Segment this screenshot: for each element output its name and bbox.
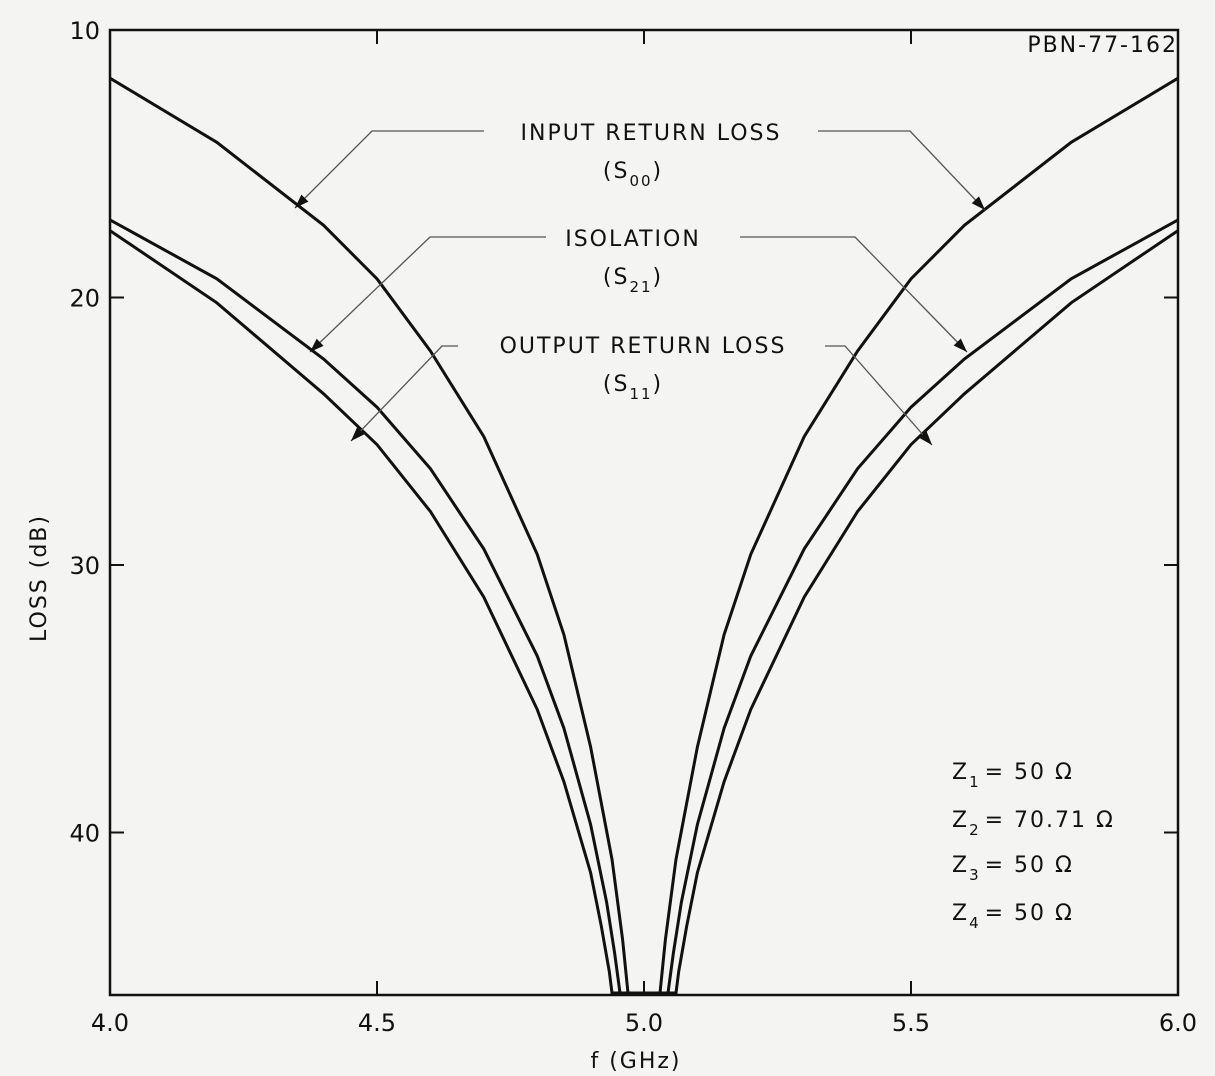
x-tick-label: 4.0 [91, 1009, 129, 1037]
y-axis-label: LOSS (dB) [27, 514, 52, 642]
leader-input-right-arrowhead [971, 196, 985, 210]
annotation-z2: Z2 = 70.71 Ω [952, 808, 1115, 839]
y-tick-label: 10 [69, 17, 100, 45]
s00-open: (S [603, 159, 630, 184]
x-axis-label: f (GHz) [590, 1049, 681, 1074]
series-subscript-label-output: (S11) [603, 372, 663, 403]
leader-input-right [818, 130, 986, 211]
leader-isolation-left [309, 236, 546, 353]
series-curves [109, 76, 1179, 995]
leader-input-left-arrowhead [295, 194, 309, 208]
leader-output-right [825, 345, 933, 446]
impedance-annotations: Z1 = 50 Ω Z2 = 70.71 Ω Z3 = 50 Ω Z4 = 50 Ω [952, 760, 1115, 932]
series-name-output-return-loss: OUTPUT RETURN LOSS [500, 334, 787, 359]
y-tick-label: 30 [69, 552, 100, 580]
leader-isolation-left-arrowhead [310, 338, 324, 352]
s00-sub: 00 [629, 172, 652, 190]
series-name-input-return-loss: INPUT RETURN LOSS [521, 121, 782, 146]
x-tick-label: 5.0 [625, 1009, 663, 1037]
series-label-isolation: ISOLATION (S21) [565, 227, 701, 296]
x-tick-label: 4.5 [358, 1009, 396, 1037]
annotation-z1: Z1 = 50 Ω [952, 760, 1074, 791]
series-name-isolation: ISOLATION [565, 227, 701, 252]
annotation-z3: Z3 = 50 Ω [952, 853, 1074, 884]
y-tick-label: 20 [69, 285, 100, 313]
series-label-input-return-loss: INPUT RETURN LOSS (S00) [521, 121, 782, 190]
annotation-z4: Z4 = 50 Ω [952, 901, 1074, 932]
s00-close: ) [653, 159, 664, 184]
axis-ticks: 4.0 4.5 5.0 5.5 6.0 10 20 30 40 [69, 17, 1197, 1037]
leader-isolation-right-arrowhead [953, 338, 967, 352]
series-subscript-label-isolation: (S21) [603, 265, 663, 296]
leader-output-right-arrowhead [919, 431, 932, 445]
document-id: PBN-77-162 [1027, 33, 1178, 58]
x-tick-label: 6.0 [1159, 1009, 1197, 1037]
y-tick-label: 40 [69, 820, 100, 848]
x-tick-label: 5.5 [892, 1009, 930, 1037]
leader-output-left-arrowhead [351, 427, 365, 441]
series-leader-lines [294, 130, 986, 446]
series-subscript-label-input: (S00) [603, 159, 663, 190]
series-label-output-return-loss: OUTPUT RETURN LOSS (S11) [500, 334, 787, 403]
leader-isolation-right [740, 236, 968, 353]
leader-output-left [350, 345, 458, 442]
leader-input-left [294, 130, 484, 209]
output-return-loss-curve [109, 229, 1179, 995]
